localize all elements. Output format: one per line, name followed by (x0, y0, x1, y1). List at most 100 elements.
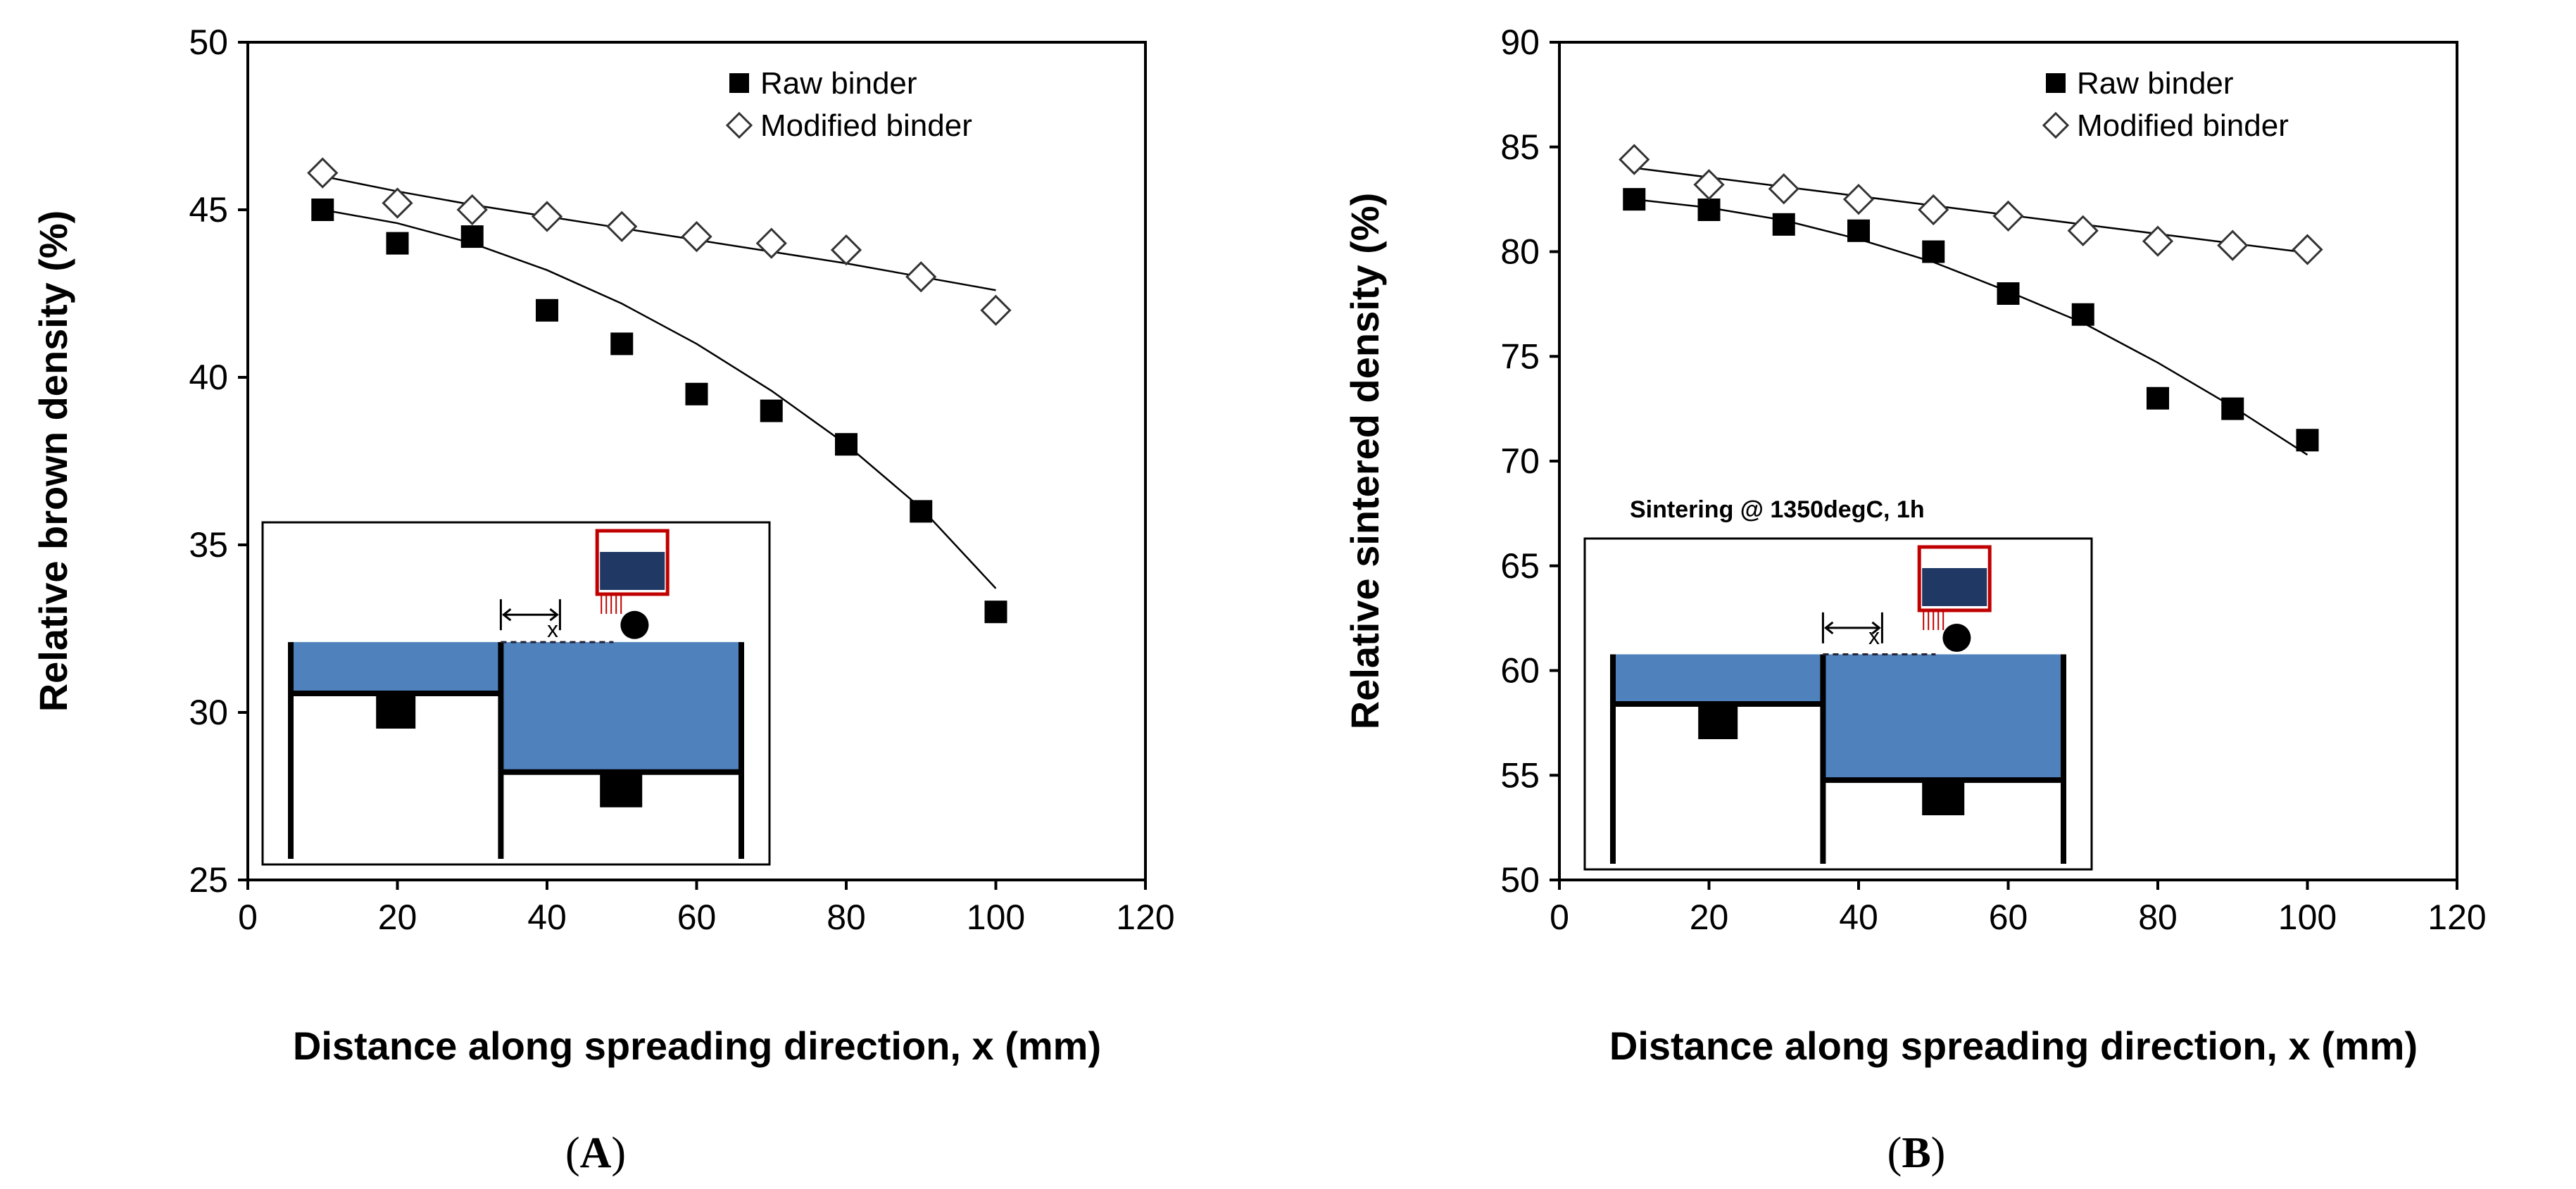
legend-marker-raw (729, 73, 749, 93)
inset-arrowhead (501, 608, 512, 622)
point-raw-binder (386, 232, 409, 255)
y-axis-title-b: Relative sintered density (%) (1343, 193, 1387, 729)
inset-piston-left (1698, 704, 1738, 739)
inset-schematic-b: Sintering @ 1350degC, 1h x (1583, 496, 2093, 871)
trendlines-b (1634, 167, 2308, 456)
point-modified-binder (1842, 184, 1875, 215)
point-raw-binder (2147, 386, 2169, 410)
y-axis-title-a: Relative brown density (%) (31, 210, 75, 712)
point-modified-binder (456, 194, 488, 226)
trendline-filled-square (1634, 198, 2308, 456)
legend-label: Modified binder (2077, 108, 2289, 143)
y-tick-label: 85 (1500, 127, 1540, 167)
y-tick-label: 50 (189, 23, 228, 62)
x-tick-label: 100 (967, 898, 1025, 937)
legend-marker-raw (2046, 73, 2066, 93)
y-ticks-b: 50 55 60 65 70 75 80 85 90 (1500, 23, 1559, 900)
x-tick-label: 40 (527, 898, 567, 937)
x-tick-label: 20 (378, 898, 417, 937)
inset-arrowhead (1823, 621, 1834, 635)
point-modified-binder (905, 261, 937, 293)
trendline-filled-square (322, 208, 997, 589)
y-tick-label: 75 (1500, 336, 1540, 376)
inset-arrowhead (549, 608, 559, 622)
point-raw-binder (1997, 282, 2020, 305)
x-tick-label: 0 (1550, 898, 1569, 937)
x-tick-label: 60 (677, 898, 717, 937)
point-raw-binder (2296, 429, 2319, 452)
point-modified-binder (606, 210, 638, 242)
legend-label: Raw binder (760, 66, 917, 101)
inset-powder-left (1613, 654, 1823, 704)
point-modified-binder (2142, 225, 2174, 257)
point-raw-binder (910, 500, 933, 523)
point-modified-binder (2292, 234, 2323, 265)
point-raw-binder (460, 225, 484, 249)
inset-arrowhead (1871, 621, 1881, 635)
panel-a: 25 30 35 40 45 50 0 20 40 60 80 100 120 Relative br… (31, 23, 1175, 1177)
point-raw-binder (1847, 219, 1870, 242)
point-modified-binder (2067, 215, 2099, 246)
point-raw-binder (1623, 188, 1646, 211)
y-tick-label: 35 (189, 525, 228, 565)
y-tick-label: 40 (189, 358, 228, 397)
point-modified-binder (2217, 229, 2249, 261)
inset-feed-fill (600, 552, 665, 590)
inset-x-label-a: x (547, 617, 558, 642)
panel-label-a: (A) (565, 1129, 626, 1177)
inset-roller (1942, 624, 1971, 652)
point-raw-binder (536, 298, 558, 322)
point-modified-binder (980, 294, 1012, 326)
point-raw-binder (311, 199, 334, 221)
inset-piston-right (1922, 780, 1965, 816)
point-raw-binder (610, 332, 634, 356)
inset-powder-right (501, 642, 741, 772)
point-raw-binder (1922, 240, 1945, 263)
trendline-open-diamond (1634, 167, 2308, 254)
x-tick-label: 120 (2427, 898, 2486, 937)
x-ticks-a: 0 20 40 60 80 100 120 (238, 880, 1175, 937)
inset-feed-fill (1922, 568, 1987, 606)
point-modified-binder (1992, 200, 2024, 232)
legend-marker-modified (2042, 111, 2070, 139)
y-tick-label: 50 (1500, 860, 1540, 900)
trendline-open-diamond (322, 175, 996, 291)
trendlines-a (322, 175, 997, 589)
y-tick-label: 55 (1500, 755, 1540, 795)
y-tick-label: 80 (1500, 232, 1540, 272)
point-modified-binder (1918, 194, 1949, 226)
legend-label: Raw binder (2077, 66, 2234, 101)
point-modified-binder (1693, 169, 1725, 201)
x-axis-title-b: Distance along spreading direction, x (m… (1609, 1024, 2418, 1068)
x-tick-label: 20 (1690, 898, 1729, 937)
point-modified-binder (681, 220, 712, 253)
inset-schematic-a: x (261, 521, 771, 866)
x-tick-label: 100 (2278, 898, 2337, 937)
point-raw-binder (1697, 199, 1721, 221)
point-raw-binder (835, 433, 857, 456)
point-modified-binder (1619, 144, 1650, 175)
inset-caption-b: Sintering @ 1350degC, 1h (1630, 496, 1925, 523)
x-axis-title-a: Distance along spreading direction, x (m… (293, 1024, 1101, 1068)
x-tick-label: 80 (827, 898, 866, 937)
y-ticks-a: 25 30 35 40 45 50 (189, 23, 248, 900)
y-tick-label: 70 (1500, 441, 1540, 481)
inset-powder-left (291, 642, 501, 693)
data-points-a (307, 157, 1012, 624)
x-tick-label: 120 (1116, 898, 1174, 937)
panel-label-b: (B) (1887, 1129, 1946, 1177)
legend-marker-modified (725, 111, 753, 139)
point-modified-binder (830, 234, 862, 266)
y-tick-label: 25 (189, 860, 228, 900)
point-modified-binder (382, 187, 413, 219)
inset-roller (620, 610, 649, 639)
legend-a: Raw binder Modified binder (725, 66, 972, 143)
x-ticks-b: 0 20 40 60 80 100 120 (1550, 880, 2487, 937)
point-modified-binder (755, 227, 787, 259)
x-tick-label: 0 (238, 898, 258, 937)
point-raw-binder (760, 399, 783, 422)
panel-b: 50 55 60 65 70 75 80 85 90 0 20 40 60 80 100 120 Relat… (1343, 23, 2487, 1177)
point-raw-binder (984, 600, 1007, 624)
legend-label: Modified binder (760, 108, 972, 143)
